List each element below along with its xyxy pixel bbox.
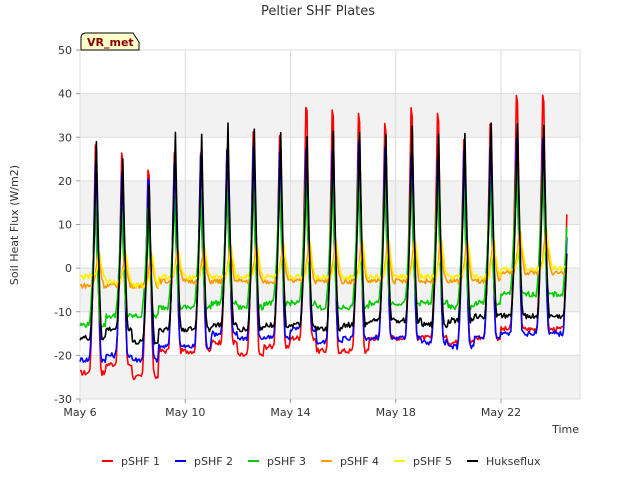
grid-bands xyxy=(80,93,580,399)
legend-item: pSHF 5 xyxy=(394,455,452,468)
series-pshf-5 xyxy=(79,230,568,289)
series-pshf-3 xyxy=(79,164,568,328)
x-axis-ticks: May 6 May 10 May 14 May 18 May 22 xyxy=(63,399,521,419)
grid-band xyxy=(80,355,580,399)
legend-label: pSHF 2 xyxy=(194,455,233,468)
series-layer xyxy=(79,94,568,381)
x-axis-label: Time xyxy=(551,423,579,436)
legend-item: pSHF 3 xyxy=(248,455,306,468)
badge-label: VR_met xyxy=(87,36,134,49)
x-tick-label: May 18 xyxy=(376,406,416,419)
y-tick-label: -10 xyxy=(54,306,72,319)
station-badge: VR_met xyxy=(80,32,140,51)
legend-label: pSHF 3 xyxy=(267,455,306,468)
y-axis-label: Soil Heat Flux (W/m2) xyxy=(8,165,21,285)
badge-shape xyxy=(80,32,140,51)
chart-title: Peltier SHF Plates xyxy=(261,4,375,19)
x-tick-label: May 10 xyxy=(165,406,205,419)
series-line xyxy=(79,227,568,289)
x-tick-label: May 6 xyxy=(63,406,96,419)
y-tick-label: -30 xyxy=(54,393,72,406)
legend-item: pSHF 2 xyxy=(175,455,233,468)
y-tick-label: 20 xyxy=(58,175,72,188)
legend-item: pSHF 4 xyxy=(321,455,379,468)
legend-label: pSHF 4 xyxy=(340,455,379,468)
grid-band xyxy=(80,93,580,138)
legend-label: pSHF 1 xyxy=(121,455,160,468)
y-tick-label: -20 xyxy=(54,349,72,362)
y-axis-ticks: -30 -20 -10 0 10 20 30 40 50 xyxy=(54,44,80,406)
series-pshf-2 xyxy=(79,137,568,364)
series-pshf-4 xyxy=(79,227,568,289)
y-tick-label: 30 xyxy=(58,131,72,144)
series-line xyxy=(79,230,568,289)
legend: pSHF 1 pSHF 2 pSHF 3 pSHF 4 pSHF 5 Hukseflux xyxy=(102,455,541,468)
y-tick-label: 40 xyxy=(58,88,72,101)
series-hukseflux xyxy=(79,122,568,345)
x-tick-label: May 14 xyxy=(270,406,310,419)
x-tick-label: May 22 xyxy=(481,406,521,419)
legend-label: Hukseflux xyxy=(486,455,541,468)
y-tick-label: 10 xyxy=(58,219,72,232)
series-line xyxy=(79,137,568,364)
legend-item: Hukseflux xyxy=(467,455,541,468)
series-line xyxy=(79,122,568,345)
series-line xyxy=(79,164,568,328)
y-tick-label: 0 xyxy=(65,262,72,275)
y-tick-label: 50 xyxy=(58,44,72,57)
legend-label: pSHF 5 xyxy=(413,455,452,468)
legend-item: pSHF 1 xyxy=(102,455,160,468)
